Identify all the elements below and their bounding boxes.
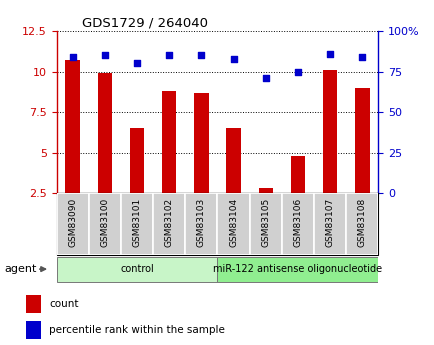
Bar: [217, 193, 249, 255]
Bar: [290, 156, 305, 193]
Text: GSM83107: GSM83107: [325, 198, 334, 247]
Point: [133, 61, 140, 66]
Bar: [89, 193, 121, 255]
Point: [294, 69, 301, 74]
Text: agent: agent: [4, 264, 36, 274]
Point: [101, 52, 108, 58]
Bar: [217, 257, 378, 282]
Bar: [313, 193, 345, 255]
Text: percentile rank within the sample: percentile rank within the sample: [49, 325, 224, 335]
Text: control: control: [120, 264, 154, 274]
Bar: [322, 70, 337, 193]
Bar: [65, 60, 80, 193]
Text: GSM83101: GSM83101: [132, 198, 141, 247]
Text: GSM83106: GSM83106: [293, 198, 302, 247]
Text: GDS1729 / 264040: GDS1729 / 264040: [82, 17, 208, 30]
Text: GSM83102: GSM83102: [164, 198, 173, 247]
Point: [326, 51, 333, 57]
Bar: [185, 193, 217, 255]
Bar: [354, 88, 369, 193]
Bar: [194, 93, 208, 193]
Point: [197, 52, 204, 58]
Point: [358, 54, 365, 60]
Bar: [281, 193, 313, 255]
Text: GSM83100: GSM83100: [100, 198, 109, 247]
Bar: [56, 193, 89, 255]
Point: [262, 75, 269, 81]
Bar: [345, 193, 378, 255]
Bar: [121, 193, 153, 255]
Text: GSM83105: GSM83105: [261, 198, 270, 247]
Bar: [153, 193, 185, 255]
Bar: [26, 295, 41, 313]
Bar: [249, 193, 281, 255]
Text: miR-122 antisense oligonucleotide: miR-122 antisense oligonucleotide: [213, 264, 381, 274]
Bar: [97, 73, 112, 193]
Bar: [56, 257, 217, 282]
Text: GSM83104: GSM83104: [229, 198, 237, 247]
Text: GSM83090: GSM83090: [68, 198, 77, 247]
Bar: [26, 321, 41, 339]
Text: GSM83103: GSM83103: [197, 198, 205, 247]
Text: count: count: [49, 299, 79, 309]
Point: [69, 54, 76, 60]
Bar: [161, 91, 176, 193]
Text: GSM83108: GSM83108: [357, 198, 366, 247]
Point: [165, 52, 172, 58]
Bar: [258, 188, 273, 193]
Bar: [226, 128, 240, 193]
Bar: [129, 128, 144, 193]
Point: [230, 56, 237, 61]
